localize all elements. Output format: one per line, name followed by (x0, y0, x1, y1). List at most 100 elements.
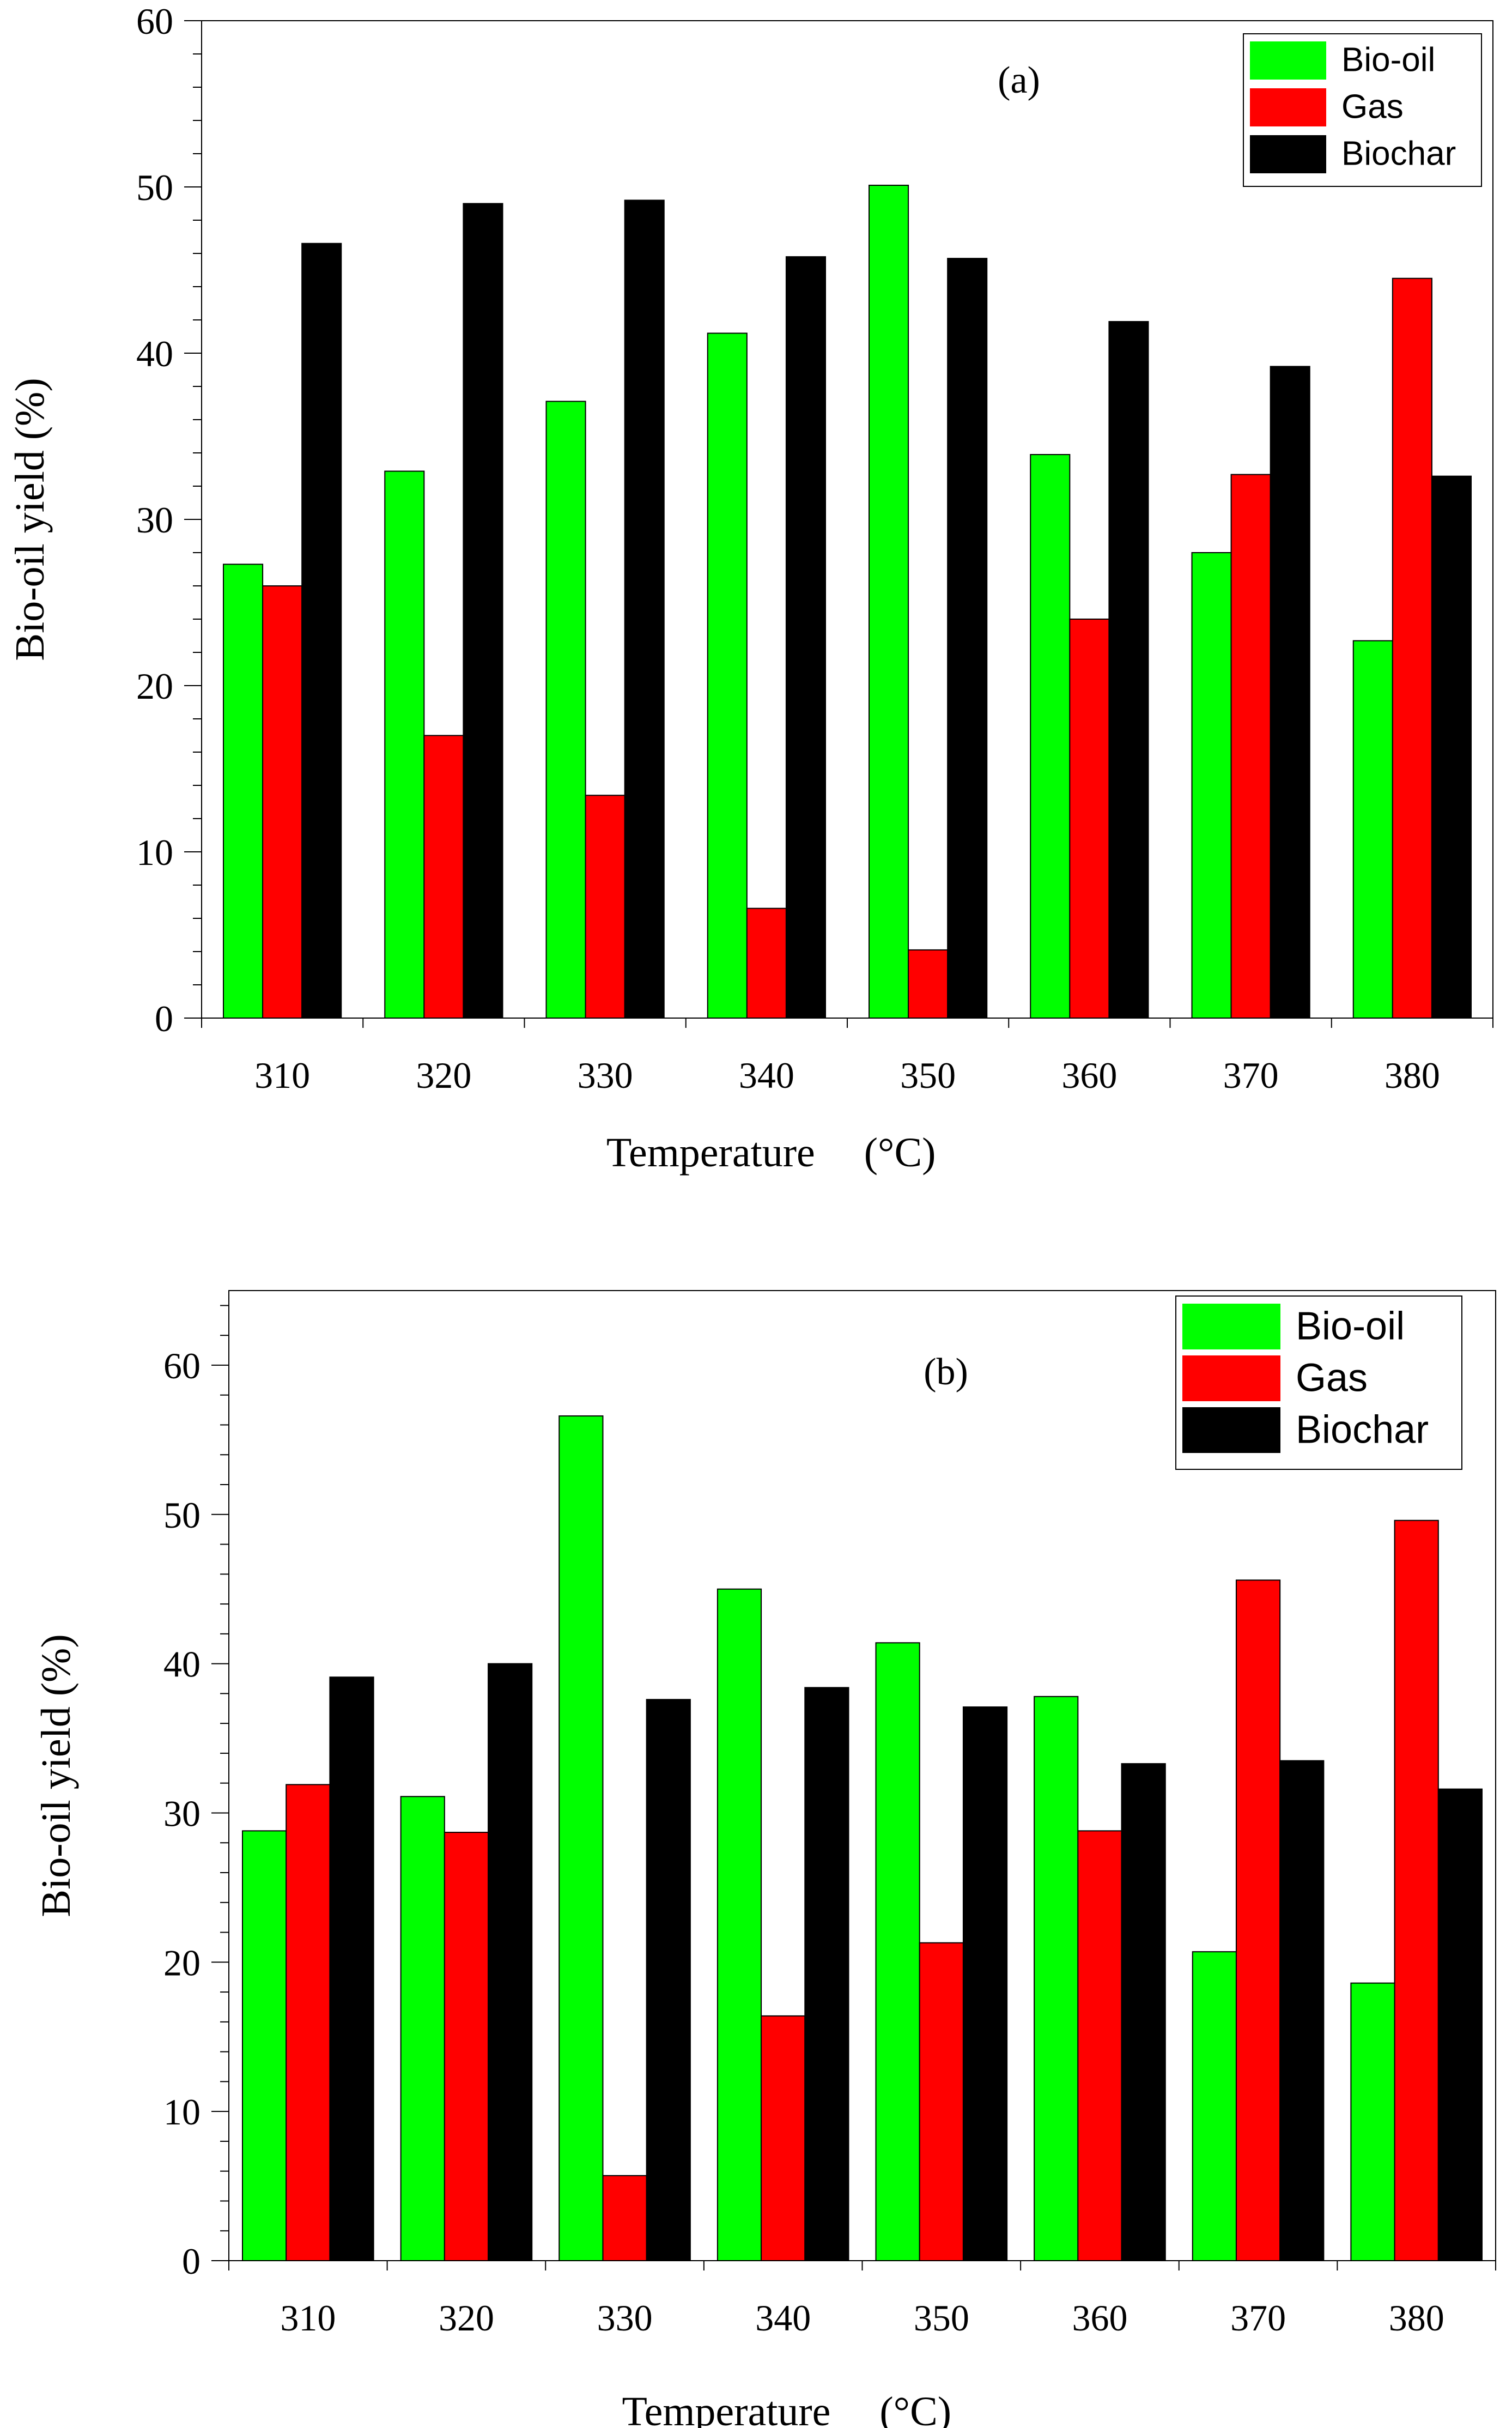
bar-bio-oil-380 (1352, 640, 1393, 1019)
bar-biochar-320 (463, 203, 503, 1019)
x-tick-label: 330 (597, 2297, 653, 2339)
bar-gas-360 (1077, 1830, 1122, 2261)
bar-gas-330 (585, 795, 626, 1019)
bar-gas-340 (761, 2015, 806, 2262)
y-tick-label: 0 (182, 2241, 201, 2282)
bar-gas-330 (602, 2175, 647, 2262)
legend-swatch-biochar (1250, 135, 1326, 173)
x-tick-label: 380 (1385, 1055, 1440, 1096)
bar-bio-oil-320 (400, 1796, 445, 2261)
x-axis-unit: (°C) (864, 1130, 936, 1176)
legend-swatch-bio-oil (1182, 1304, 1280, 1349)
bar-gas-380 (1394, 1519, 1439, 2262)
x-tick-label: 330 (578, 1055, 633, 1096)
legend-swatch-gas (1182, 1355, 1280, 1401)
bar-gas-360 (1069, 619, 1110, 1019)
y-tick-label: 20 (136, 665, 173, 707)
bar-gas-310 (262, 585, 303, 1019)
bar-bio-oil-310 (223, 564, 264, 1019)
bar-bio-oil-350 (869, 184, 909, 1019)
x-tick-label: 340 (755, 2297, 811, 2339)
x-tick-label: 370 (1230, 2297, 1286, 2339)
bar-gas-370 (1230, 474, 1271, 1019)
x-axis-unit: (°C) (879, 2389, 951, 2428)
x-tick-label: 350 (900, 1055, 956, 1096)
bar-bio-oil-380 (1350, 1982, 1395, 2262)
x-tick-label: 360 (1061, 1055, 1117, 1096)
bar-biochar-350 (947, 258, 988, 1019)
legend-label-bio-oil: Bio-oil (1296, 1305, 1405, 1348)
bar-biochar-380 (1437, 1788, 1483, 2262)
y-tick-label: 30 (136, 499, 173, 541)
y-tick-label: 50 (163, 1494, 201, 1536)
legend-label-gas: Gas (1341, 88, 1404, 126)
bar-bio-oil-320 (384, 470, 425, 1019)
bar-bio-oil-370 (1191, 552, 1232, 1019)
y-axis-title: Bio-oil yield (%) (33, 1634, 79, 1917)
x-axis-title: Temperature (622, 2389, 830, 2428)
y-tick-label: 0 (155, 998, 173, 1039)
bar-biochar-370 (1270, 366, 1310, 1019)
x-tick-label: 320 (416, 1055, 471, 1096)
y-tick-label: 30 (163, 1793, 201, 1834)
legend-label-bio-oil: Bio-oil (1341, 41, 1435, 79)
bar-biochar-370 (1279, 1760, 1325, 2262)
legend-swatch-bio-oil (1250, 41, 1326, 80)
x-tick-label: 310 (254, 1055, 310, 1096)
x-axis-title: Temperature (606, 1130, 815, 1176)
bar-biochar-320 (488, 1663, 533, 2262)
bar-biochar-310 (301, 243, 342, 1019)
x-tick-label: 370 (1223, 1055, 1279, 1096)
chart-panel-b: 0 10 20 30 40 50 60 310 320 330 340 350 360 370 380 Tem… (33, 1290, 1496, 2428)
x-tick-label: 350 (914, 2297, 969, 2339)
bar-biochar-350 (962, 1706, 1008, 2261)
bar-gas-320 (423, 735, 464, 1019)
bar-biochar-360 (1108, 321, 1149, 1019)
x-tick-label: 360 (1072, 2297, 1127, 2339)
bar-biochar-340 (804, 1687, 849, 2261)
y-tick-label: 60 (163, 1345, 201, 1386)
bar-bio-oil-360 (1030, 454, 1071, 1019)
bar-bio-oil-330 (545, 401, 586, 1019)
bar-gas-320 (444, 1832, 489, 2261)
bar-biochar-310 (329, 1676, 374, 2261)
legend: Bio-oil Gas Biochar (1243, 33, 1482, 187)
bar-bio-oil-310 (242, 1830, 287, 2261)
bar-bio-oil-360 (1034, 1696, 1079, 2261)
bar-bio-oil-330 (558, 1415, 604, 2261)
y-tick-label: 40 (136, 333, 173, 374)
legend-label-gas: Gas (1296, 1357, 1368, 1400)
bar-biochar-340 (785, 256, 826, 1019)
x-tick-label: 340 (739, 1055, 794, 1096)
y-axis-title: Bio-oil yield (%) (7, 378, 53, 661)
y-tick-label: 60 (136, 1, 173, 42)
y-tick-label: 40 (163, 1644, 201, 1685)
bar-bio-oil-350 (875, 1642, 920, 2261)
y-tick-label: 20 (163, 1942, 201, 1983)
x-tick-label: 380 (1389, 2297, 1444, 2339)
bar-gas-350 (908, 949, 949, 1019)
bar-bio-oil-340 (716, 1588, 762, 2262)
panel-label: (a) (998, 59, 1040, 101)
x-tick-label: 310 (280, 2297, 336, 2339)
y-tick-label: 10 (163, 2091, 201, 2133)
bar-biochar-380 (1431, 475, 1472, 1019)
y-tick-label: 10 (136, 832, 173, 873)
bar-biochar-330 (646, 1699, 691, 2261)
bar-bio-oil-340 (707, 332, 748, 1019)
chart-panel-a: 0 10 20 30 40 50 60 310 320 330 340 350 360 370 380 Tem… (7, 1, 1493, 1176)
legend-swatch-biochar (1182, 1407, 1280, 1453)
x-tick-label: 320 (439, 2297, 494, 2339)
legend-label-biochar: Biochar (1296, 1408, 1429, 1452)
bar-gas-380 (1392, 277, 1432, 1019)
legend: Bio-oil Gas Biochar (1175, 1295, 1462, 1470)
bar-gas-340 (746, 907, 787, 1019)
bar-gas-370 (1235, 1579, 1281, 2261)
bar-biochar-330 (624, 199, 665, 1019)
bar-gas-350 (919, 1942, 964, 2262)
legend-label-biochar: Biochar (1341, 135, 1456, 173)
panel-label: (b) (924, 1351, 968, 1393)
bar-gas-310 (286, 1784, 331, 2261)
bar-bio-oil-370 (1192, 1951, 1237, 2261)
